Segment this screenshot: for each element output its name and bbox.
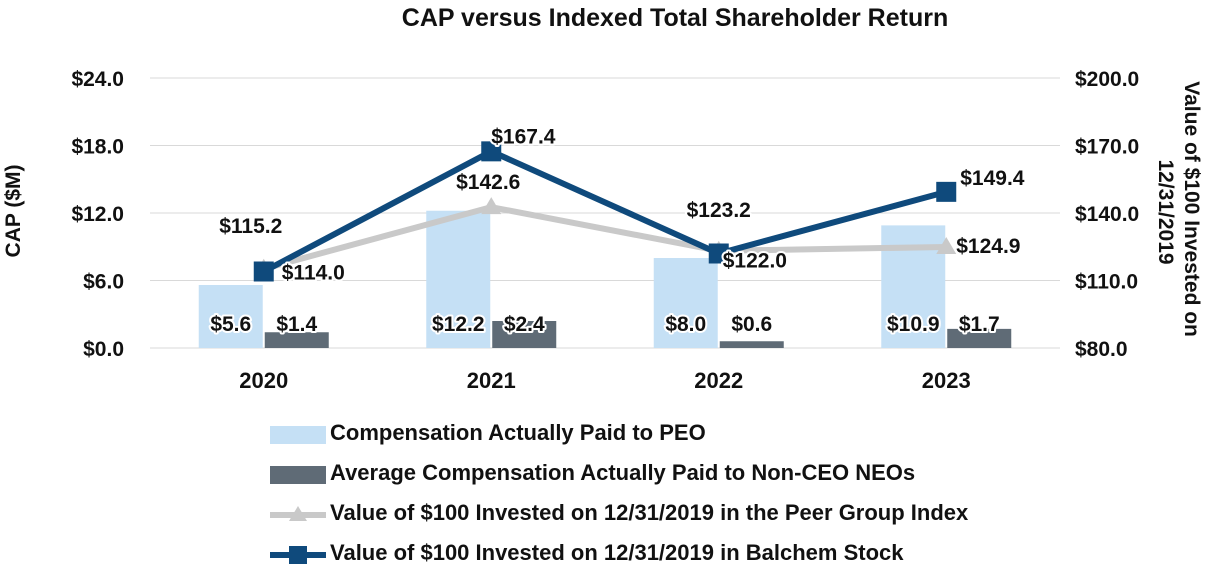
bar-neo-cap	[719, 341, 784, 348]
line-balchem-stock	[262, 148, 948, 275]
bar-neo-cap	[947, 328, 1012, 348]
marker-balchem-stock	[481, 141, 502, 162]
marker-balchem-stock	[936, 181, 957, 202]
data-label-balchem-stock: $114.0	[282, 262, 345, 285]
bar-neo-cap	[492, 321, 557, 348]
data-label-peer-index: $115.2	[219, 215, 282, 238]
legend: Compensation Actually Paid to PEO Averag…	[270, 418, 1170, 578]
y-axis-title: CAP ($M)	[2, 165, 25, 258]
legend-item-balchem-stock: Value of $100 Invested on 12/31/2019 in …	[270, 538, 1170, 578]
y-tick-label: $0.0	[83, 338, 124, 361]
legend-swatch-peer-line	[270, 506, 326, 521]
data-label-peer-index: $123.2	[687, 199, 751, 222]
data-label-peo-cap: $10.9	[887, 313, 940, 336]
y2-axis-title-line-1: Value of $100 Invested on	[1180, 81, 1203, 337]
y-tick-label: $24.0	[71, 68, 124, 91]
data-label-peer-index: $124.9	[956, 235, 1020, 258]
chart-title: CAP versus Indexed Total Shareholder Ret…	[402, 4, 948, 32]
y-tick-label: $18.0	[71, 136, 124, 159]
legend-swatch-peo-bar	[270, 426, 326, 444]
bar-peo-cap	[426, 210, 491, 348]
data-label-balchem-stock: $149.4	[960, 167, 1025, 190]
data-label-neo-cap: $1.4	[276, 313, 317, 336]
marker-balchem-stock	[708, 243, 729, 264]
x-tick-label: 2020	[239, 368, 288, 393]
marker-balchem-stock	[253, 261, 274, 282]
legend-swatch-balchem-line	[270, 546, 326, 564]
y-tick-label: $6.0	[83, 271, 124, 294]
plot-area: $0.0 $6.0 $12.0 $18.0 $24.0 $80.0 $110.0 $140.0…	[71, 68, 1139, 393]
legend-label-balchem-stock: Value of $100 Invested on 12/31/2019 in …	[330, 540, 904, 565]
data-label-balchem-stock: $167.4	[491, 125, 556, 148]
data-label-peo-cap: $5.6	[210, 313, 251, 336]
bar-neo-cap	[264, 332, 329, 348]
x-tick-label: 2021	[467, 368, 516, 393]
legend-item-peer-index: Value of $100 Invested on 12/31/2019 in …	[270, 498, 1170, 538]
y2-tick-label: $170.0	[1075, 136, 1139, 159]
legend-label-peer-index: Value of $100 Invested on 12/31/2019 in …	[330, 500, 969, 525]
bar-peo-cap	[653, 258, 718, 348]
data-label-neo-cap: $2.4	[504, 313, 545, 336]
y2-tick-label: $80.0	[1075, 338, 1128, 361]
x-tick-label: 2023	[922, 368, 971, 393]
y2-axis-title-line-2: 12/31/2019	[1154, 159, 1177, 264]
y2-tick-label: $110.0	[1075, 271, 1138, 294]
chart: CAP versus Indexed Total Shareholder Ret…	[2, 4, 1203, 393]
bar-peo-cap	[198, 285, 263, 348]
legend-item-neo-cap: Average Compensation Actually Paid to No…	[270, 458, 1170, 498]
y2-axis-title: Value of $100 Invested on 12/31/2019	[1154, 81, 1203, 342]
data-label-balchem-stock: $122.0	[723, 250, 787, 273]
legend-swatch-neo-bar	[270, 466, 326, 484]
marker-peer-index	[936, 236, 957, 254]
legend-label-peo-cap: Compensation Actually Paid to PEO	[330, 420, 706, 445]
data-label-peo-cap: $12.2	[432, 313, 485, 336]
data-label-peo-cap: $8.0	[665, 313, 706, 336]
data-label-neo-cap: $1.7	[959, 313, 1000, 336]
y2-tick-label: $140.0	[1075, 203, 1139, 226]
line-peer-index	[262, 204, 947, 272]
marker-peer-index	[481, 197, 502, 215]
y2-tick-label: $200.0	[1075, 68, 1139, 91]
y-tick-label: $12.0	[71, 203, 124, 226]
data-label-neo-cap: $0.6	[731, 313, 772, 336]
x-tick-label: 2022	[694, 368, 743, 393]
data-label-peer-index: $142.6	[456, 171, 520, 194]
legend-label-neo-cap: Average Compensation Actually Paid to No…	[330, 460, 916, 485]
legend-item-peo-cap: Compensation Actually Paid to PEO	[270, 418, 1170, 458]
